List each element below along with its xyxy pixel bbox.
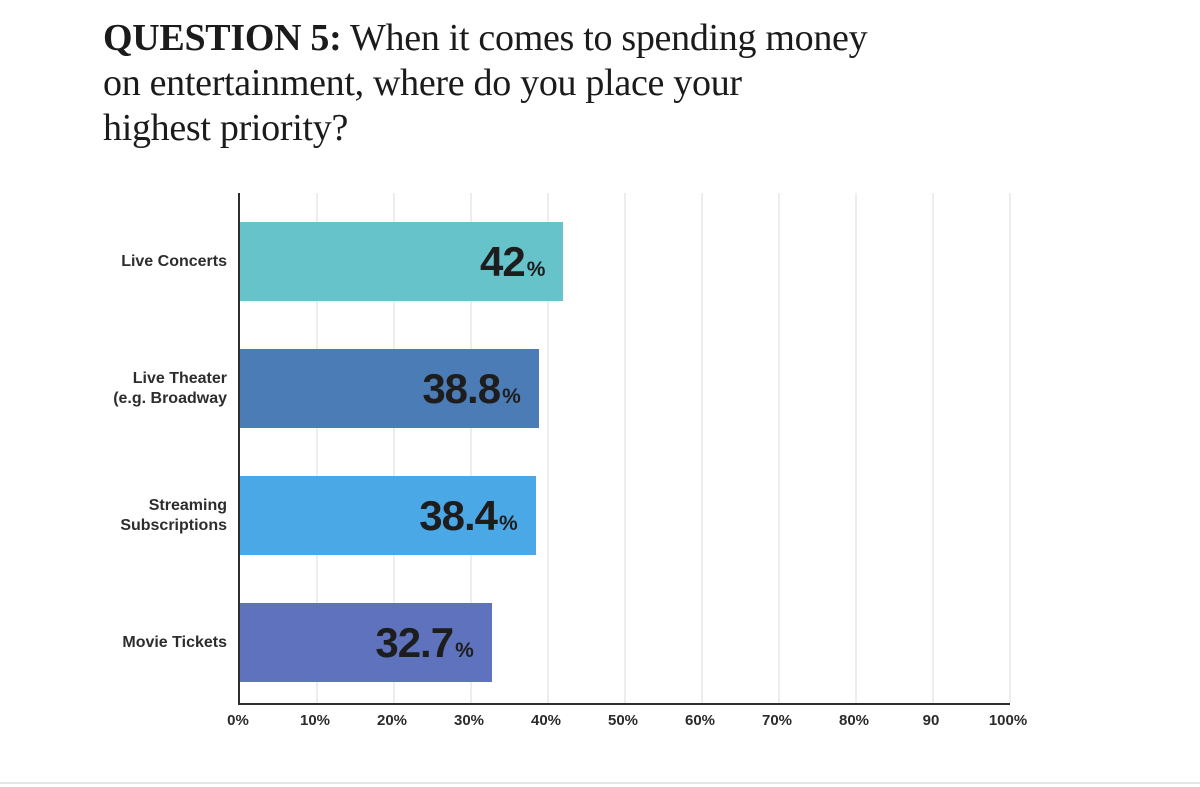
percent-sign: % xyxy=(455,638,474,662)
title-line-1: QUESTION 5: When it comes to spending mo… xyxy=(103,16,1003,61)
plot-area: 42% 38.8% 38.4% 32.7% xyxy=(238,193,1011,705)
question-number: QUESTION 5: xyxy=(103,17,342,59)
percent-sign: % xyxy=(502,384,521,408)
x-axis: 0% 10% 20% 30% 40% 50% 60% 70% 80% 90 10… xyxy=(227,712,1027,734)
percent-sign: % xyxy=(526,257,546,281)
grid-line xyxy=(547,193,549,703)
category-label: Streaming Subscriptions xyxy=(120,497,227,534)
x-axis-tick-label: 60% xyxy=(684,712,716,729)
grid-line xyxy=(1009,193,1011,703)
grid-line xyxy=(470,193,472,703)
bottom-divider xyxy=(0,782,1200,784)
x-axis-tick-label: 40% xyxy=(530,712,562,729)
grid-line xyxy=(393,193,395,703)
bar-value: 32.7% xyxy=(375,618,474,666)
bar-movie-tickets: 32.7% xyxy=(240,603,492,682)
bar-value: 38.4% xyxy=(419,491,518,539)
grid-line xyxy=(316,193,318,703)
x-axis-tick-label: 20% xyxy=(376,712,408,729)
bar-live-theater: 38.8% xyxy=(240,349,539,428)
bar-streaming-subscriptions: 38.4% xyxy=(240,476,536,555)
grid-line xyxy=(778,193,780,703)
title-line-2: on entertainment, where do you place you… xyxy=(103,62,742,104)
percent-sign: % xyxy=(498,511,518,535)
x-axis-tick-label: 80% xyxy=(838,712,870,729)
x-axis-tick-label: 100% xyxy=(988,712,1028,729)
category-label: Movie Tickets xyxy=(122,634,227,651)
category-label: Live Theater (e.g. Broadway xyxy=(113,370,227,407)
x-axis-tick-label: 70% xyxy=(761,712,793,729)
bar-value: 38.8% xyxy=(422,364,521,412)
bar-live-concerts: 42% xyxy=(240,222,564,301)
x-axis-tick-label: 50% xyxy=(607,712,639,729)
bar-value: 42% xyxy=(479,237,546,285)
title-line-3: highest priority? xyxy=(103,107,349,149)
x-axis-tick-label: 90 xyxy=(922,712,940,729)
x-axis-tick-label: 0% xyxy=(227,712,249,729)
page-title: QUESTION 5: When it comes to spending mo… xyxy=(103,16,1003,151)
x-axis-tick-label: 10% xyxy=(299,712,331,729)
category-label: Live Concerts xyxy=(121,253,227,270)
x-axis-tick-label: 30% xyxy=(453,712,485,729)
grid-line xyxy=(701,193,703,703)
grid-line xyxy=(624,193,626,703)
title-line-1-text: When it comes to spending money xyxy=(349,17,868,59)
grid-line xyxy=(932,193,934,703)
grid-line xyxy=(855,193,857,703)
